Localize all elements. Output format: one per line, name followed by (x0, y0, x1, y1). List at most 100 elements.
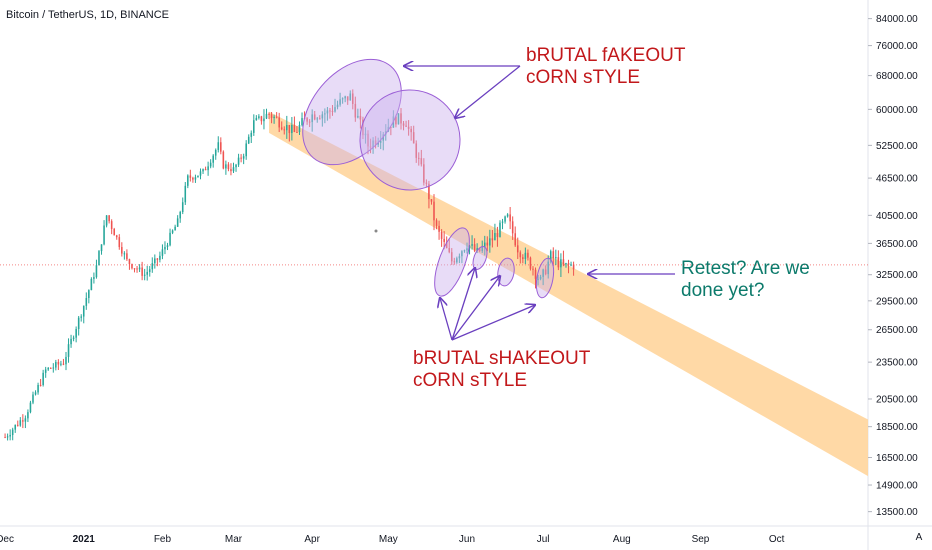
candle-body (85, 298, 88, 306)
candle-body (534, 269, 537, 279)
candle-body (4, 437, 6, 439)
y-tick-label: 13500.00 (876, 507, 918, 518)
shakeout-ellipse-3 (497, 257, 515, 287)
candle-body (341, 98, 344, 100)
candle-body (220, 142, 222, 152)
candle-body (95, 265, 98, 278)
candle-body (324, 113, 326, 115)
candle-body (496, 233, 499, 237)
fakeout-arrow-2 (455, 65, 521, 118)
shakeout-annotation: bRUTAL sHAKEOUT cORN sTYLE (413, 348, 591, 391)
x-tick-label: Sep (692, 534, 710, 545)
candle-body (511, 221, 514, 234)
candle-body (565, 263, 567, 265)
candle-body (283, 129, 286, 131)
fakeout-ellipse-1 (302, 58, 402, 166)
candle-body (425, 182, 428, 184)
candle-body (258, 116, 260, 118)
candle-body (22, 420, 24, 422)
candle-body (476, 248, 478, 251)
candle-body (369, 146, 372, 148)
candle-body (319, 118, 321, 120)
candle-body (344, 96, 346, 99)
candle-body (44, 369, 47, 373)
candle-body (435, 220, 438, 226)
y-tick-label: 84000.00 (876, 14, 918, 25)
candle-body (288, 124, 291, 134)
shakeout-arrow-1 (440, 298, 453, 341)
candle-body (67, 344, 70, 357)
candle-body (148, 269, 151, 272)
candle-body (52, 367, 55, 369)
candle-body (501, 221, 504, 223)
candle-body (357, 115, 359, 118)
candle-body (255, 117, 258, 121)
candle-body (110, 221, 113, 229)
candle-body (483, 242, 486, 247)
candle-body (242, 156, 245, 159)
candle-body (100, 244, 103, 252)
candle-body (349, 93, 352, 101)
candle-body (88, 290, 90, 299)
candle-body (570, 264, 572, 266)
candle-body (75, 329, 77, 338)
candle-body (62, 363, 65, 365)
candle-body (47, 367, 50, 370)
candle-body (39, 384, 42, 386)
candle-body (128, 259, 131, 265)
candle-body (456, 258, 458, 263)
shakeout-arrow-4 (451, 305, 535, 341)
candle-body (390, 126, 392, 128)
candle-body (567, 263, 570, 265)
trend-channel-band (269, 111, 868, 477)
candle-body (445, 241, 448, 249)
candle-body (192, 177, 194, 180)
x-tick-label: 2021 (73, 534, 96, 545)
candle-body (9, 435, 11, 437)
candle-body (230, 169, 232, 172)
candle-body (372, 140, 374, 148)
candle-body (93, 277, 95, 279)
shakeout-arrow-3 (451, 276, 500, 341)
candle-body (237, 157, 240, 165)
fakeout-ellipse-2 (359, 89, 461, 191)
candle-body (293, 124, 296, 132)
candle-body (82, 305, 85, 317)
candle-body (532, 268, 534, 270)
candle-body (141, 267, 143, 276)
candle-body (151, 263, 154, 270)
candle-body (478, 248, 481, 252)
candle-body (217, 142, 220, 150)
candle-body (428, 183, 430, 200)
candle-body (235, 164, 237, 168)
candle-body (433, 201, 435, 221)
candle-body (311, 114, 313, 123)
candle-body (103, 225, 105, 245)
x-tick-label: Aug (613, 534, 631, 545)
candle-body (260, 116, 263, 122)
candle-body (463, 250, 466, 252)
candle-body (506, 214, 509, 217)
candle-body (27, 412, 29, 419)
candle-body (407, 126, 410, 129)
chart-title: Bitcoin / TetherUS, 1D, BINANCE (6, 9, 170, 21)
candle-body (430, 199, 433, 202)
candle-body (187, 175, 189, 186)
candle-body (336, 104, 339, 108)
y-tick-label: 23500.00 (876, 358, 918, 369)
candle-body (412, 132, 415, 144)
candle-body (379, 140, 382, 143)
candle-body (179, 211, 181, 219)
candle-body (448, 248, 451, 253)
candle-body (481, 246, 484, 252)
y-tick-label: 32500.00 (876, 270, 918, 281)
candle-body (164, 246, 166, 250)
candle-body (11, 429, 14, 436)
candle-body (524, 252, 527, 260)
candle-body (537, 278, 539, 280)
candle-body (136, 268, 138, 270)
x-tick-label: Apr (304, 534, 320, 545)
auto-scale-button[interactable]: A (915, 531, 923, 543)
candle-body (509, 214, 511, 222)
